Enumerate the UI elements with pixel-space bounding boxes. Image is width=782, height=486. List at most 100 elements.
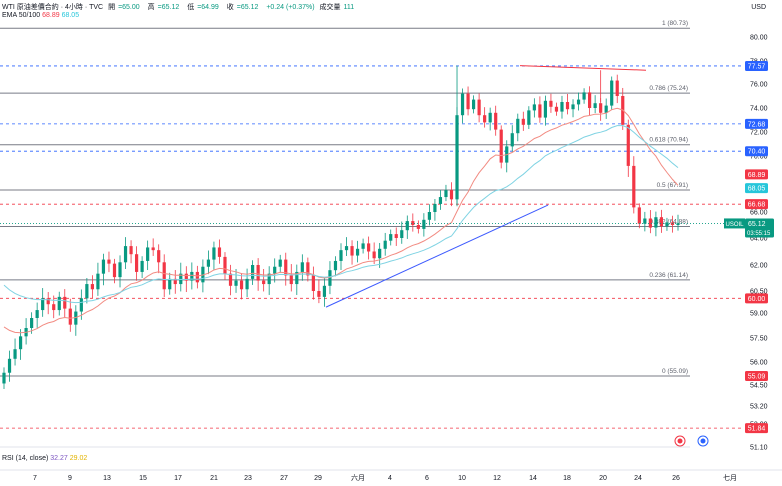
x-tick-label: 六月 xyxy=(351,473,365,482)
candle xyxy=(74,305,78,336)
ema50-line xyxy=(3,107,679,334)
candle-body xyxy=(90,284,94,290)
candle-body xyxy=(173,278,177,285)
candle-body xyxy=(411,221,415,225)
fib-level-label: 0.5 (67.91) xyxy=(657,182,688,189)
candle xyxy=(676,214,680,231)
candle-body xyxy=(101,259,106,274)
candle-body xyxy=(217,247,222,257)
candle xyxy=(449,182,454,207)
price-tag xyxy=(745,169,768,180)
candle-body xyxy=(179,273,183,285)
candle-body xyxy=(532,104,536,111)
candle xyxy=(212,241,216,270)
candle xyxy=(162,254,166,298)
candle xyxy=(466,86,470,116)
volume-value: 111 xyxy=(343,4,355,11)
candle xyxy=(444,184,448,202)
candle xyxy=(118,255,122,288)
candle xyxy=(659,209,664,233)
candle-body xyxy=(389,234,393,241)
candle xyxy=(576,92,581,111)
price-tag-text: 51.84 xyxy=(748,426,766,433)
candle xyxy=(311,266,315,300)
candle-body xyxy=(339,250,343,261)
candle-body xyxy=(322,285,327,297)
candle-body xyxy=(494,112,498,130)
candle-body xyxy=(223,256,227,274)
candle-body xyxy=(626,124,630,166)
candle-body xyxy=(582,92,586,100)
y-tick-label: 72.00 xyxy=(750,130,768,137)
ema100-value: 68.05 xyxy=(61,12,80,19)
currency-label: USD xyxy=(751,4,766,11)
candle-body xyxy=(499,129,503,163)
candle xyxy=(433,199,437,221)
candle xyxy=(18,329,23,360)
candle xyxy=(549,93,553,113)
close-value: =65.12 xyxy=(236,4,259,11)
candle xyxy=(129,240,133,264)
candle xyxy=(367,236,371,260)
fib-level-label: 0.236 (61.14) xyxy=(649,272,688,279)
candle-body xyxy=(588,92,592,108)
candle-body xyxy=(228,273,233,286)
candle-body xyxy=(79,298,83,312)
candle xyxy=(30,312,34,334)
candle xyxy=(350,240,354,265)
candle xyxy=(333,256,338,277)
candle xyxy=(471,95,476,114)
candle xyxy=(223,252,227,280)
candle xyxy=(46,292,50,315)
candle xyxy=(157,244,161,274)
candle-body xyxy=(477,99,481,116)
rsi-legend[interactable]: RSI (14, close) 32.27 29.02 xyxy=(2,455,88,462)
price-axis-panel xyxy=(690,0,782,486)
candle xyxy=(239,273,244,300)
candle xyxy=(190,262,194,290)
candle-body xyxy=(162,262,166,290)
candle xyxy=(322,278,327,307)
candle xyxy=(85,278,89,304)
candle-body xyxy=(168,278,172,290)
open-value: =65.00 xyxy=(118,4,140,11)
candle xyxy=(355,240,360,263)
candle-body xyxy=(262,280,266,285)
candle xyxy=(52,295,56,319)
candle xyxy=(173,270,177,294)
candle-body xyxy=(112,263,117,278)
candle-body xyxy=(212,247,216,260)
candle xyxy=(2,367,6,390)
candle-body xyxy=(206,259,211,267)
candle-body xyxy=(593,103,597,108)
candle-body xyxy=(52,304,56,311)
candle xyxy=(361,238,365,254)
candle-body xyxy=(96,273,100,290)
candle-body xyxy=(328,270,332,286)
candle xyxy=(251,260,255,285)
candle xyxy=(610,76,614,110)
candle xyxy=(416,220,420,234)
ema-legend[interactable]: EMA 50/100 68.89 68.05 xyxy=(2,12,80,19)
y-tick-label: 64.00 xyxy=(750,236,768,243)
candle xyxy=(510,125,514,152)
y-tick-label: 60.50 xyxy=(750,289,768,296)
candle-body xyxy=(333,260,338,271)
price-tag-text: 68.05 xyxy=(748,186,766,193)
candle-body xyxy=(361,243,365,249)
candle xyxy=(228,264,233,296)
price-tag-text: 68.89 xyxy=(748,172,766,179)
x-tick-label: 12 xyxy=(493,475,501,482)
candle-body xyxy=(151,247,155,251)
candle-body xyxy=(549,100,553,107)
candle-body xyxy=(123,246,128,263)
candle xyxy=(195,265,199,289)
candle xyxy=(217,239,222,264)
candle-body xyxy=(449,190,454,200)
candle-body xyxy=(195,271,199,283)
countdown-text: 03:55:15 xyxy=(747,231,771,237)
symbol-tag xyxy=(724,218,745,229)
x-tick-label: 26 xyxy=(672,475,680,482)
y-tick-label: 62.00 xyxy=(750,263,768,270)
